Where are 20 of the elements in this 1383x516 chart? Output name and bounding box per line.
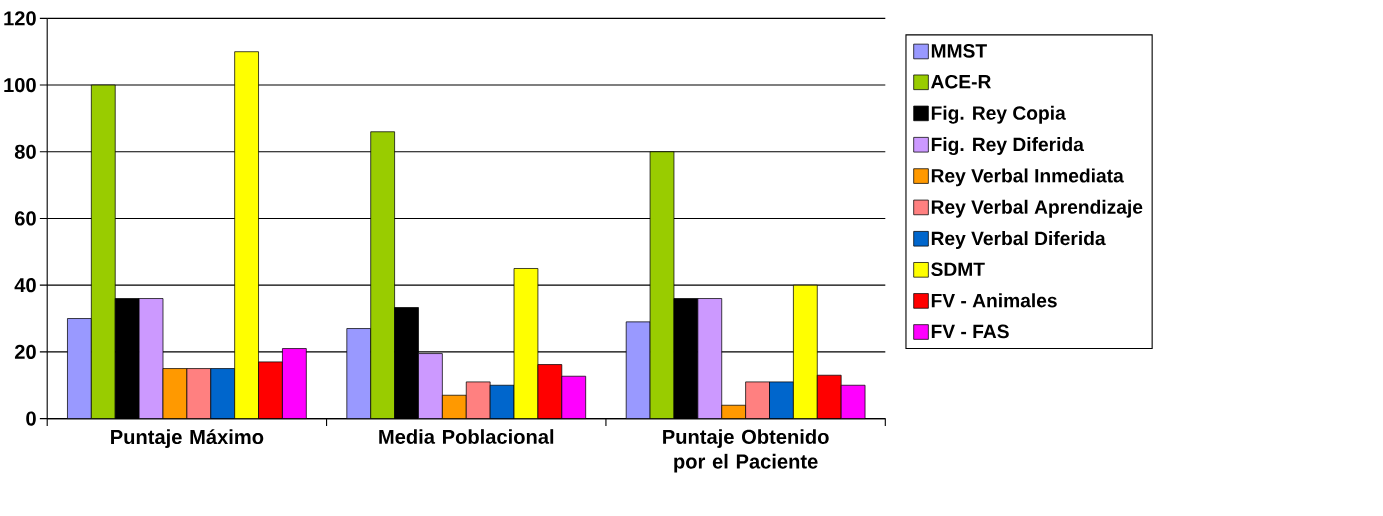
legend-label: Rey Verbal Inmediata [931,168,1124,187]
y-tick-label: 60 [14,211,36,226]
legend-label: ACE-R [931,74,991,89]
y-tick-label: 80 [14,144,36,159]
x-tick-label: Puntaje Máximo [111,429,264,449]
y-tick-label: 100 [4,77,36,93]
legend-label: Fig. Rey Copia [931,105,1066,124]
legend-label: FV - Animales [931,293,1057,308]
x-tick-label: Puntaje Obtenido por el Paciente [663,429,829,473]
y-tick-label: 0 [26,411,36,426]
y-tick-label: 120 [4,11,36,26]
legend-label: MMST [931,44,987,58]
legend-label: Fig. Rey Diferida [931,137,1084,156]
legend-label: SDMT [931,262,985,277]
y-tick-label: 40 [14,278,36,293]
x-tick-label: Media Poblacional [379,429,554,444]
legend-label: Rey Verbal Diferida [931,231,1106,250]
y-tick-label: 20 [14,344,36,360]
legend-label: Rey Verbal Aprendizaje [931,199,1143,218]
legend-label: FV - FAS [931,324,1009,339]
